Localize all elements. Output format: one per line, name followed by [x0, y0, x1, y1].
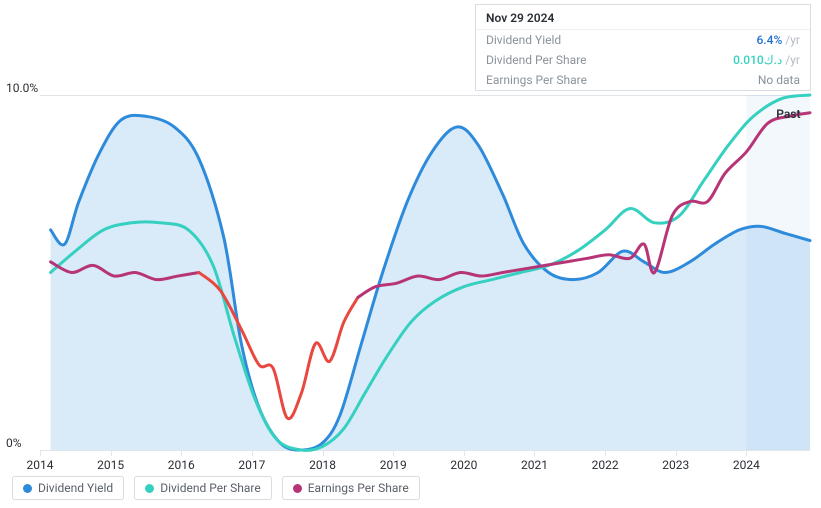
- past-label: Past: [776, 107, 800, 121]
- legend-dot: [145, 484, 154, 493]
- legend-dot: [293, 484, 302, 493]
- tooltip-row-value: 0.010د.ك/yr: [733, 53, 800, 67]
- tooltip-row: Dividend Per Share 0.010د.ك/yr: [476, 50, 810, 70]
- tooltip-row-value: 6.4%/yr: [756, 33, 800, 47]
- legend-item[interactable]: Dividend Per Share: [134, 476, 272, 500]
- legend-label: Dividend Per Share: [160, 481, 261, 495]
- tooltip-row-label: Dividend Per Share: [486, 53, 587, 67]
- tooltip-row-label: Dividend Yield: [486, 33, 561, 47]
- tooltip-row: Earnings Per Share No data: [476, 70, 810, 90]
- dividend-chart: Nov 29 2024 Dividend Yield6.4%/yrDividen…: [0, 0, 821, 508]
- tooltip-date: Nov 29 2024: [476, 5, 810, 30]
- legend-label: Dividend Yield: [38, 481, 113, 495]
- legend-item[interactable]: Dividend Yield: [12, 476, 124, 500]
- tooltip-row-label: Earnings Per Share: [486, 73, 587, 87]
- tooltip-row-value: No data: [758, 73, 800, 87]
- legend-label: Earnings Per Share: [308, 481, 409, 495]
- legend-dot: [23, 484, 32, 493]
- chart-tooltip: Nov 29 2024 Dividend Yield6.4%/yrDividen…: [475, 4, 811, 91]
- legend-item[interactable]: Earnings Per Share: [282, 476, 420, 500]
- tooltip-row: Dividend Yield 6.4%/yr: [476, 30, 810, 50]
- chart-legend: Dividend Yield Dividend Per Share Earnings…: [12, 476, 420, 500]
